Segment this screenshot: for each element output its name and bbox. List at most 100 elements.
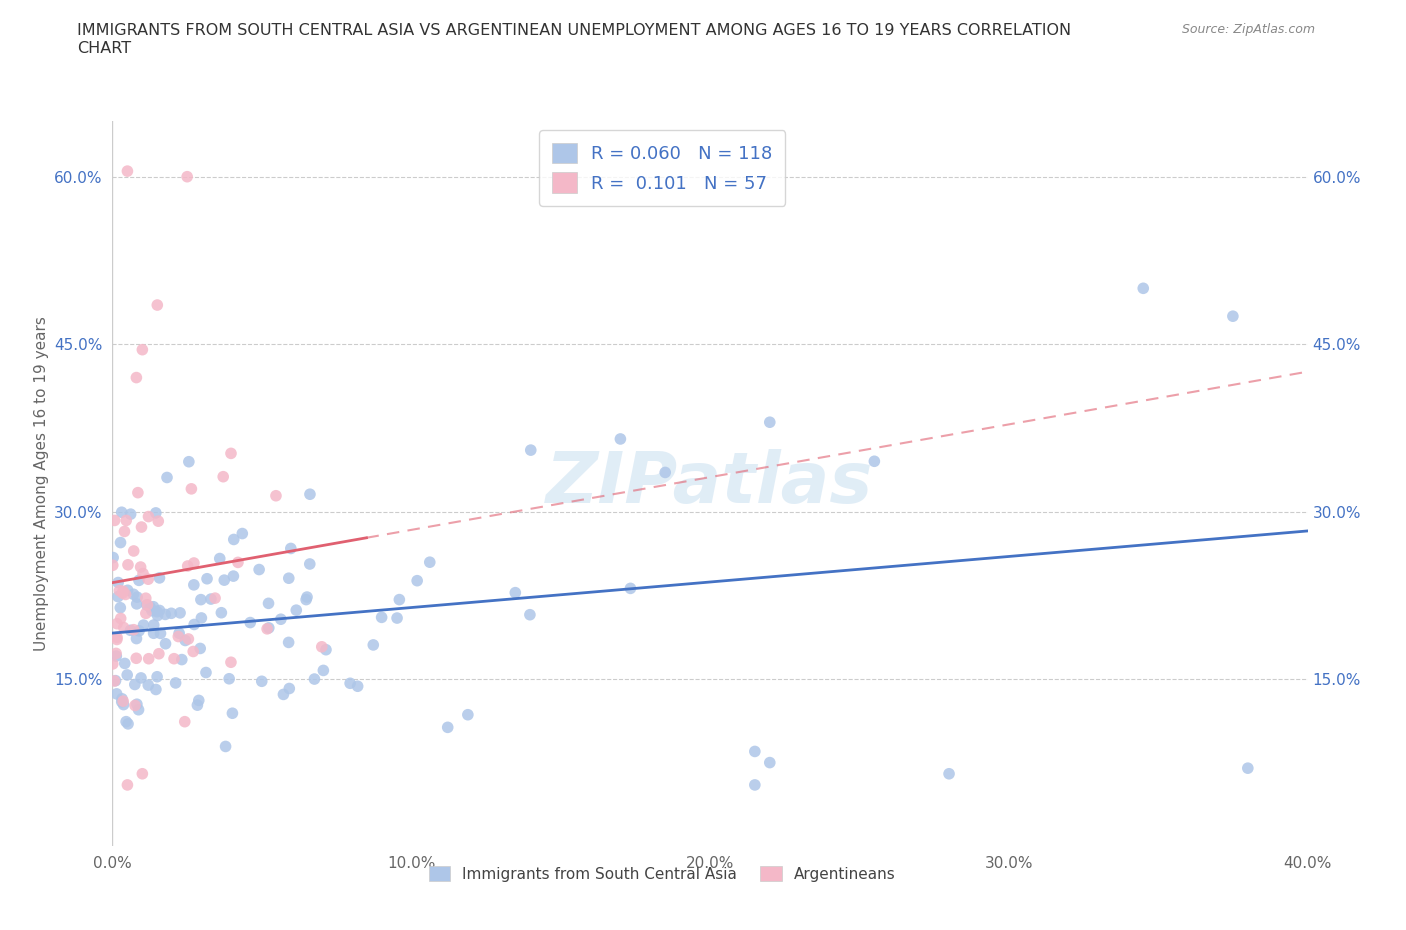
Point	[505, 585, 527, 600]
Point	[111, 586, 134, 601]
Text: IMMIGRANTS FROM SOUTH CENTRAL ASIA VS ARGENTINEAN UNEMPLOYMENT AMONG AGES 16 TO : IMMIGRANTS FROM SOUTH CENTRAL ASIA VS AR…	[77, 23, 1071, 56]
Point	[104, 513, 127, 528]
Point	[132, 618, 155, 632]
Point	[277, 571, 299, 586]
Point	[388, 592, 411, 607]
Point	[138, 651, 160, 666]
Point	[619, 581, 641, 596]
Point	[111, 505, 134, 520]
Point	[114, 524, 136, 538]
Point	[609, 432, 631, 446]
Point	[127, 485, 149, 500]
Point	[132, 566, 155, 581]
Point	[145, 506, 167, 521]
Point	[222, 568, 245, 583]
Point	[239, 615, 262, 630]
Point	[128, 702, 150, 717]
Point	[212, 470, 235, 485]
Point	[177, 631, 200, 646]
Point	[744, 777, 766, 792]
Point	[295, 592, 318, 607]
Point	[278, 681, 301, 696]
Point	[114, 656, 136, 671]
Point	[146, 604, 169, 619]
Point	[315, 643, 337, 658]
Point	[125, 631, 148, 646]
Point	[104, 673, 127, 688]
Point	[125, 697, 148, 711]
Point	[200, 591, 222, 606]
Point	[744, 744, 766, 759]
Point	[131, 520, 153, 535]
Point	[257, 620, 280, 635]
Point	[277, 635, 299, 650]
Point	[112, 694, 135, 709]
Point	[163, 651, 186, 666]
Point	[204, 591, 226, 605]
Point	[124, 698, 146, 713]
Point	[117, 777, 139, 792]
Point	[128, 623, 150, 638]
Point	[169, 605, 191, 620]
Point	[214, 573, 236, 588]
Legend: Immigrants from South Central Asia, Argentineans: Immigrants from South Central Asia, Arge…	[422, 858, 903, 889]
Point	[181, 644, 204, 659]
Point	[122, 543, 145, 558]
Point	[457, 708, 479, 723]
Point	[112, 698, 135, 712]
Point	[155, 607, 177, 622]
Point	[101, 551, 124, 565]
Point	[101, 657, 124, 671]
Point	[103, 673, 125, 688]
Point	[149, 626, 172, 641]
Point	[295, 590, 318, 604]
Point	[280, 541, 302, 556]
Point	[759, 415, 782, 430]
Point	[385, 611, 408, 626]
Point	[759, 755, 782, 770]
Point	[141, 604, 163, 618]
Point	[176, 169, 198, 184]
Point	[183, 555, 205, 570]
Point	[117, 716, 139, 731]
Point	[346, 679, 368, 694]
Point	[406, 573, 429, 588]
Point	[174, 633, 197, 648]
Point	[111, 695, 134, 710]
Point	[519, 607, 541, 622]
Point	[135, 591, 157, 605]
Point	[117, 583, 139, 598]
Point	[117, 164, 139, 179]
Text: Source: ZipAtlas.com: Source: ZipAtlas.com	[1181, 23, 1315, 36]
Point	[273, 687, 295, 702]
Point	[114, 587, 136, 602]
Point	[105, 646, 128, 661]
Point	[129, 560, 152, 575]
Point	[110, 611, 132, 626]
Point	[142, 599, 165, 614]
Point	[112, 584, 135, 599]
Point	[1222, 309, 1244, 324]
Point	[219, 445, 242, 460]
Point	[654, 465, 676, 480]
Point	[312, 663, 335, 678]
Point	[1132, 281, 1154, 296]
Point	[247, 562, 270, 577]
Point	[146, 670, 169, 684]
Point	[190, 610, 212, 625]
Point	[120, 623, 142, 638]
Point	[188, 641, 211, 656]
Point	[125, 370, 148, 385]
Point	[110, 535, 132, 550]
Point	[208, 551, 231, 566]
Text: ZIPatlas: ZIPatlas	[547, 449, 873, 518]
Point	[339, 676, 361, 691]
Point	[129, 671, 152, 685]
Point	[107, 575, 129, 590]
Point	[145, 682, 167, 697]
Point	[146, 298, 169, 312]
Point	[139, 600, 162, 615]
Point	[125, 651, 148, 666]
Point	[156, 470, 179, 485]
Point	[105, 686, 128, 701]
